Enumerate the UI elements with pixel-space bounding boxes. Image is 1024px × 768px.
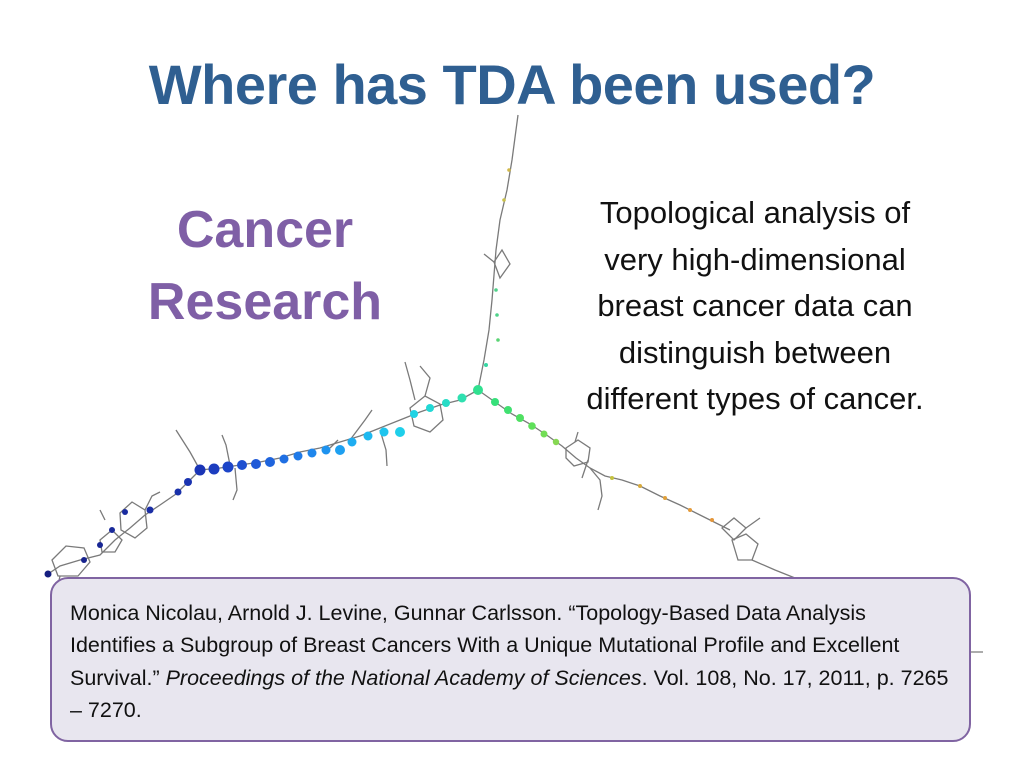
description-line: breast cancer data can xyxy=(597,288,913,323)
citation-authors-title: Monica Nicolau, Arnold J. Levine, Gunnar… xyxy=(70,601,900,690)
topic-heading: Cancer Research xyxy=(110,195,420,339)
citation-box: Monica Nicolau, Arnold J. Levine, Gunnar… xyxy=(50,577,971,742)
description-line: very high-dimensional xyxy=(604,241,906,277)
citation-journal: Proceedings of the National Academy of S… xyxy=(165,665,642,690)
topic-line-2: Research xyxy=(147,272,383,331)
description-line: different types of cancer. xyxy=(586,381,924,416)
topic-line-1: Cancer xyxy=(176,201,354,259)
slide-title: Where has TDA been used? xyxy=(148,53,876,116)
description-line: Topological analysis of xyxy=(599,195,911,230)
description-line: distinguish between xyxy=(618,334,892,370)
citation-details: . Vol. 108, No. 17, 2011, p. 7265 – 7270… xyxy=(70,665,949,722)
description-text: Topological analysis of very high-dimens… xyxy=(540,190,970,423)
